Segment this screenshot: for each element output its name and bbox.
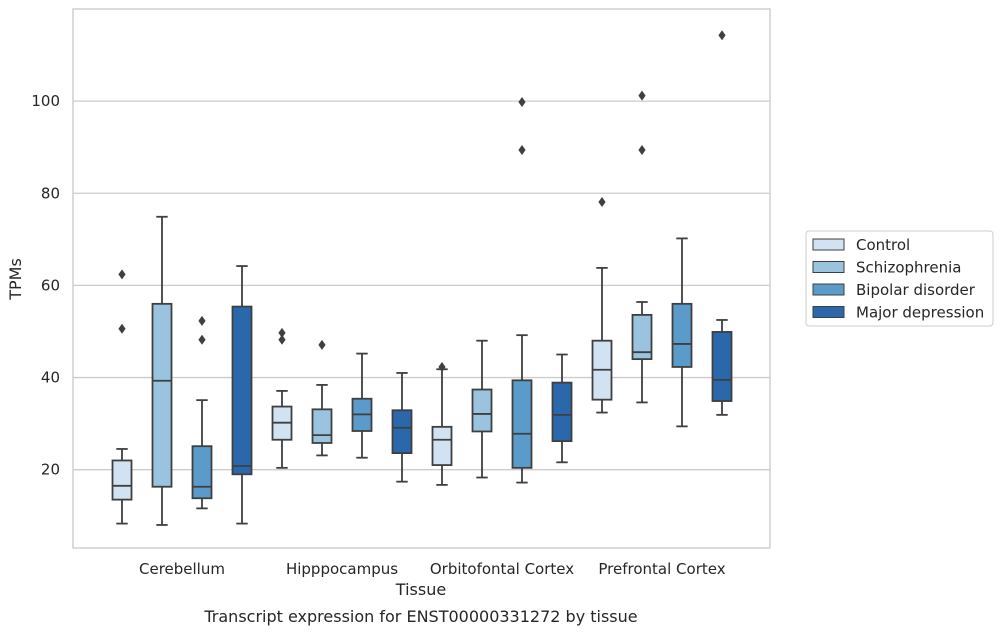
- outlier-point: [718, 30, 726, 41]
- y-tick-label: 20: [41, 461, 60, 479]
- box-major-depression: [391, 372, 413, 483]
- box-schizophrenia: [471, 339, 493, 479]
- outlier-point: [518, 97, 526, 108]
- legend-swatch: [812, 283, 845, 296]
- outlier-point: [118, 323, 126, 334]
- x-tick-label: Prefrontal Cortex: [598, 560, 725, 578]
- box-major-depression: [711, 30, 733, 416]
- y-tick-label: 80: [41, 184, 60, 202]
- box-control: [431, 361, 453, 486]
- legend-label: Major depression: [856, 304, 984, 322]
- chart-caption: Transcript expression for ENST0000033127…: [203, 607, 637, 626]
- box-bipolar-disorder: [351, 352, 373, 459]
- outlier-point: [598, 197, 606, 208]
- box-iqr: [151, 302, 173, 488]
- box-schizophrenia: [151, 215, 173, 526]
- x-tick-label: Cerebellum: [139, 560, 225, 578]
- outlier-point: [198, 334, 206, 345]
- legend-label: Control: [856, 236, 910, 254]
- box-bipolar-disorder: [671, 237, 693, 428]
- box-iqr: [311, 408, 333, 444]
- x-tick-label: Hipppocampus: [286, 560, 398, 578]
- grid-lines: [73, 100, 770, 471]
- box-control: [111, 269, 133, 525]
- box-control: [591, 197, 613, 414]
- x-tick-label: Orbitofontal Cortex: [430, 560, 574, 578]
- box-iqr: [391, 409, 413, 454]
- box-iqr: [231, 305, 253, 476]
- box-major-depression: [231, 265, 253, 525]
- box-iqr: [191, 445, 213, 500]
- box-bipolar-disorder: [511, 97, 533, 484]
- outlier-point: [198, 315, 206, 326]
- box-iqr: [551, 381, 573, 443]
- y-tick-labels: 20 40 60 80 100: [31, 92, 60, 479]
- outlier-point: [278, 334, 286, 345]
- legend-swatch: [812, 261, 845, 273]
- box-iqr: [711, 331, 733, 402]
- x-axis-label: Tissue: [395, 580, 446, 599]
- legend-frame: [805, 230, 994, 327]
- y-tick-label: 40: [41, 369, 60, 387]
- box-iqr: [631, 313, 653, 361]
- box-iqr: [431, 425, 453, 466]
- legend-label: Schizophrenia: [856, 259, 961, 277]
- legend: Control Schizophrenia Bipolar disorder Majo…: [805, 230, 994, 327]
- box-iqr: [471, 388, 493, 433]
- y-axis-label: TPMs: [6, 258, 25, 301]
- box-major-depression: [551, 353, 573, 464]
- legend-swatch: [812, 238, 845, 251]
- box-schizophrenia: [311, 339, 333, 457]
- box-schizophrenia: [631, 90, 653, 404]
- plot-frame: [72, 8, 771, 549]
- box-plots: [111, 30, 733, 526]
- outlier-point: [318, 339, 326, 350]
- legend-swatch: [812, 306, 845, 318]
- box-iqr: [111, 459, 133, 501]
- y-tick-label: 60: [41, 276, 60, 294]
- outlier-point: [438, 361, 446, 372]
- x-tick-labels: Cerebellum Hipppocampus Orbitofontal Corte…: [139, 560, 726, 578]
- y-tick-label: 100: [31, 92, 60, 110]
- outlier-point: [518, 144, 526, 155]
- legend-label: Bipolar disorder: [856, 281, 976, 299]
- outlier-point: [638, 90, 646, 101]
- box-iqr: [511, 379, 533, 469]
- outlier-point: [278, 327, 286, 338]
- outlier-point: [638, 144, 646, 155]
- outlier-point: [118, 269, 126, 280]
- box-control: [271, 327, 293, 469]
- box-bipolar-disorder: [191, 315, 213, 510]
- box-iqr: [671, 302, 693, 368]
